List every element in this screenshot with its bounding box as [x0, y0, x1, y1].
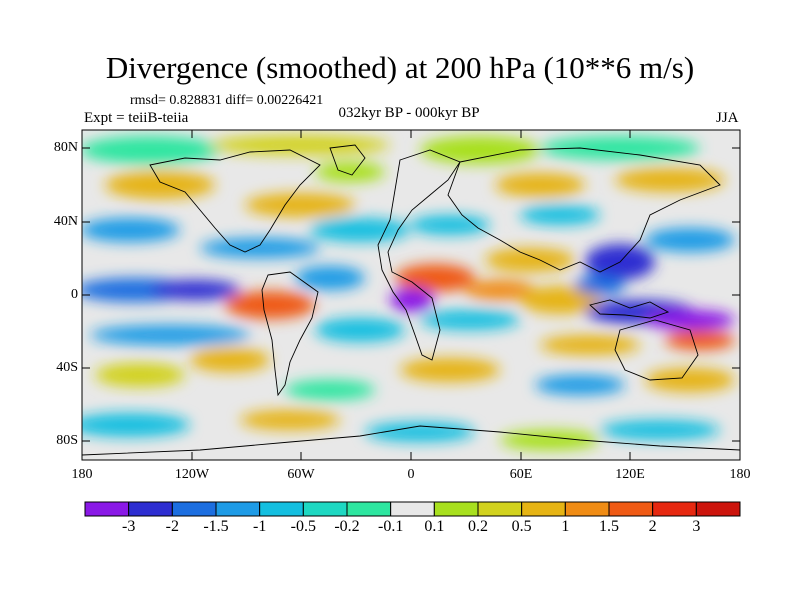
colorbar-box-13 [652, 501, 697, 517]
colorbar-label-9: 0.5 [511, 518, 532, 535]
divergence-field [82, 130, 740, 460]
colorbar-box-2 [171, 501, 217, 517]
colorbar-box-14 [695, 501, 741, 517]
colorbar-label-6: -0.1 [377, 518, 404, 535]
lon-label-0: 0 [407, 467, 415, 482]
axis-ticks [81, 130, 741, 460]
lat-label-80n: 80N [53, 140, 78, 155]
lon-label-180w: 180 [71, 467, 93, 482]
coastlines [82, 144, 740, 456]
colorbar-box-6 [346, 501, 392, 517]
colorbar-label-7: 0.1 [424, 518, 445, 535]
period-label: 032kyr BP - 000kyr BP [338, 105, 480, 121]
lat-label-80s: 80S [56, 433, 78, 448]
colorbar-label-11: 1.5 [599, 518, 619, 535]
title: Divergence (smoothed) at 200 hPa (10**6 … [105, 50, 695, 85]
colorbar-label-13: 3 [692, 518, 701, 535]
colorbar-label-10: 1 [561, 518, 570, 535]
colorbar-box-10 [521, 501, 566, 517]
lat-label-40s: 40S [56, 360, 78, 375]
colorbar-label-2: -1.5 [203, 518, 229, 535]
lon-label-120w: 120W [174, 467, 210, 482]
lon-label-60e: 60E [509, 467, 533, 482]
lon-label-120e: 120E [615, 467, 645, 482]
colorbar-box-3 [215, 501, 261, 517]
lon-label-180e: 180 [729, 467, 751, 482]
season-label: JJA [716, 110, 739, 126]
colorbar-label-1: -2 [165, 518, 179, 535]
lat-label-40n: 40N [53, 214, 78, 229]
stats-line: rmsd= 0.828831 diff= 0.00226421 [130, 93, 324, 108]
colorbar-label-0: -3 [121, 518, 136, 535]
colorbar-box-7 [390, 501, 435, 517]
colorbar-box-9 [477, 501, 523, 517]
colorbar-label-3: -1 [252, 518, 267, 535]
experiment-label: Expt = teiiB-teiia [84, 110, 189, 126]
colorbar-label-4: -0.5 [290, 518, 316, 535]
colorbar-box-0 [84, 501, 130, 517]
lon-label-60w: 60W [287, 467, 315, 482]
colorbar-box-4 [259, 501, 304, 517]
colorbar-box-1 [128, 501, 173, 517]
colorbar-box-8 [433, 501, 479, 517]
colorbar-label-8: 0.2 [468, 518, 488, 535]
colorbar-box-12 [608, 501, 654, 517]
colorbar-label-5: -0.2 [334, 518, 360, 535]
colorbar [84, 501, 741, 517]
colorbar-box-5 [302, 501, 348, 517]
colorbar-label-12: 2 [648, 518, 657, 535]
colorbar-box-11 [564, 501, 610, 517]
lat-label-0: 0 [71, 287, 78, 302]
